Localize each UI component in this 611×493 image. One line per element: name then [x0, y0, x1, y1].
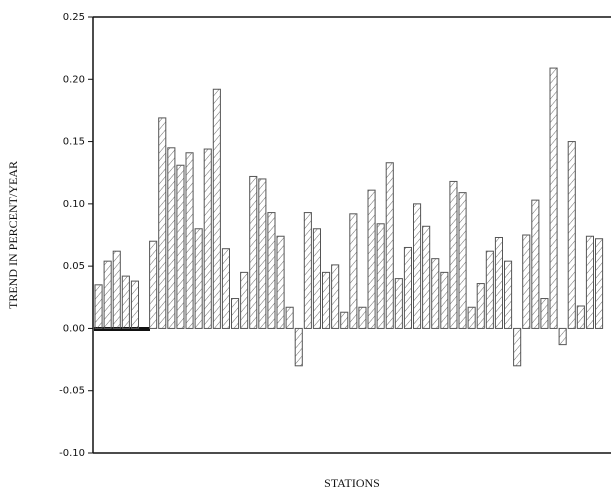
- bar: [303, 212, 312, 329]
- bar: [240, 271, 249, 329]
- bar: [585, 235, 595, 329]
- bar: [595, 238, 604, 329]
- bar: [285, 306, 294, 329]
- bar: [176, 164, 185, 329]
- bar: [513, 327, 522, 367]
- bar: [522, 234, 531, 329]
- bar: [167, 147, 176, 329]
- y-tick-label: 0.05: [63, 261, 85, 272]
- bar: [576, 305, 585, 329]
- x-axis-label: STATIONS: [324, 476, 380, 490]
- y-axis-label: TREND IN PERCENT/YEAR: [6, 161, 20, 309]
- bar: [540, 298, 549, 329]
- bar: [103, 260, 112, 329]
- bar: [94, 284, 103, 329]
- bar: [276, 235, 285, 329]
- bar: [476, 283, 485, 329]
- y-tick-label: -0.10: [59, 448, 85, 459]
- y-tick-label: 0.15: [63, 137, 85, 148]
- bar: [349, 213, 358, 329]
- bar: [312, 228, 321, 329]
- bar: [331, 264, 340, 329]
- bar: [130, 280, 139, 329]
- bar: [294, 327, 303, 367]
- bar: [212, 88, 221, 329]
- bar: [413, 203, 422, 329]
- bar: [121, 275, 130, 329]
- bar: [221, 248, 230, 329]
- bar: [531, 199, 540, 329]
- bar: [458, 192, 467, 329]
- bar: [485, 250, 494, 329]
- bar: [158, 117, 167, 329]
- bar: [194, 228, 203, 329]
- bar: [431, 258, 440, 329]
- bar: [449, 180, 458, 329]
- y-tick-label: 0.25: [63, 12, 85, 23]
- y-tick-label: -0.05: [59, 386, 85, 397]
- bar: [149, 240, 158, 329]
- bar: [249, 175, 258, 329]
- bar: [267, 212, 276, 329]
- bar: [203, 148, 212, 329]
- bar: [322, 271, 331, 329]
- bar: [185, 152, 194, 329]
- bar: [112, 250, 121, 329]
- bar: [504, 260, 513, 329]
- bar: [494, 236, 503, 329]
- y-tick-label: 0.10: [63, 199, 85, 210]
- bar: [340, 311, 349, 329]
- y-tick-label: 0.20: [63, 74, 85, 85]
- bar: [385, 162, 394, 329]
- bar: [358, 306, 367, 329]
- bar: [558, 327, 567, 346]
- bar: [258, 178, 267, 329]
- bar: [440, 271, 449, 329]
- bar: [376, 223, 385, 329]
- bar: [367, 189, 376, 329]
- bar: [467, 306, 476, 329]
- bar: [231, 298, 240, 329]
- bar: [403, 246, 412, 329]
- bar: [567, 141, 576, 329]
- bar: [394, 278, 403, 329]
- y-tick-label: 0.00: [63, 323, 85, 334]
- bar: [549, 67, 558, 329]
- bar: [422, 225, 431, 329]
